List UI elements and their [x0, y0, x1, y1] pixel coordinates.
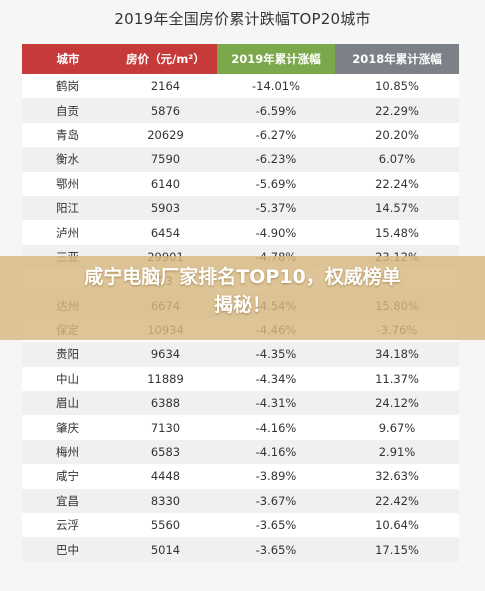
cell-change-2018: 22.29% — [335, 98, 459, 123]
cell-price: 5560 — [114, 513, 217, 538]
cell-city: 咸宁 — [22, 464, 114, 489]
cell-city: 泸州 — [22, 220, 114, 245]
cell-change-2018: 32.63% — [335, 464, 459, 489]
table-row: 肇庆 7130 -4.16% 9.67% — [22, 415, 459, 440]
cell-change-2019: -5.69% — [217, 171, 335, 196]
cell-change-2019: -4.34% — [217, 366, 335, 392]
cell-city: 中山 — [22, 366, 114, 392]
cell-city: 肇庆 — [22, 415, 114, 440]
table-row: 宜昌 8330 -3.67% 22.42% — [22, 488, 459, 514]
cell-change-2019: -3.67% — [217, 488, 335, 514]
cell-change-2019: -3.89% — [217, 464, 335, 489]
cell-change-2019: -14.01% — [217, 74, 335, 99]
cell-price: 6388 — [114, 391, 217, 416]
table-row: 鹤岗 2164 -14.01% 10.85% — [22, 74, 459, 99]
cell-city: 眉山 — [22, 391, 114, 416]
cell-city: 巴中 — [22, 537, 114, 562]
overlay-banner — [0, 256, 485, 340]
banner-line-2: 揭秘！ — [213, 294, 271, 316]
header-price: 房价（元/m²） — [114, 44, 217, 74]
cell-change-2019: -5.37% — [217, 195, 335, 221]
cell-change-2018: 11.37% — [335, 366, 459, 392]
cell-change-2018: 22.42% — [335, 488, 459, 514]
cell-price: 11889 — [114, 366, 217, 392]
table-row: 阳江 5903 -5.37% 14.57% — [22, 195, 459, 221]
table-title: 2019年全国房价累计跌幅TOP20城市 — [114, 10, 371, 28]
header-change-2019: 2019年累计涨幅 — [217, 44, 335, 74]
cell-price: 7590 — [114, 147, 217, 172]
cell-city: 阳江 — [22, 195, 114, 221]
cell-change-2018: 14.57% — [335, 195, 459, 221]
cell-change-2018: 34.18% — [335, 342, 459, 367]
cell-price: 4448 — [114, 464, 217, 489]
cell-change-2019: -6.27% — [217, 122, 335, 148]
cell-city: 贵阳 — [22, 342, 114, 367]
cell-city: 宜昌 — [22, 488, 114, 514]
cell-change-2019: -6.59% — [217, 98, 335, 123]
cell-change-2019: -3.65% — [217, 537, 335, 562]
cell-city: 梅州 — [22, 439, 114, 465]
cell-price: 5014 — [114, 537, 217, 562]
cell-city: 青岛 — [22, 122, 114, 148]
cell-change-2018: 6.07% — [335, 147, 459, 172]
cell-change-2019: -4.90% — [217, 220, 335, 245]
table-row: 鄂州 6140 -5.69% 22.24% — [22, 171, 459, 196]
table-row: 自贡 5876 -6.59% 22.29% — [22, 98, 459, 123]
cell-change-2018: 2.91% — [335, 439, 459, 465]
cell-change-2018: 17.15% — [335, 537, 459, 562]
cell-price: 6454 — [114, 220, 217, 245]
cell-change-2019: -4.16% — [217, 439, 335, 465]
cell-change-2018: 15.48% — [335, 220, 459, 245]
table-row: 泸州 6454 -4.90% 15.48% — [22, 220, 459, 245]
cell-change-2018: 24.12% — [335, 391, 459, 416]
table-row: 青岛 20629 -6.27% 20.20% — [22, 122, 459, 148]
cell-price: 5903 — [114, 195, 217, 221]
table-row: 咸宁 4448 -3.89% 32.63% — [22, 464, 459, 489]
cell-change-2019: -4.16% — [217, 415, 335, 440]
cell-price: 6583 — [114, 439, 217, 465]
cell-price: 9634 — [114, 342, 217, 367]
cell-price: 2164 — [114, 74, 217, 99]
cell-city: 云浮 — [22, 513, 114, 538]
cell-price: 5876 — [114, 98, 217, 123]
cell-change-2019: -4.35% — [217, 342, 335, 367]
cell-price: 6140 — [114, 171, 217, 196]
header-change-2018: 2018年累计涨幅 — [335, 44, 459, 74]
cell-price: 20629 — [114, 122, 217, 148]
cell-change-2018: 10.85% — [335, 74, 459, 99]
cell-city: 衡水 — [22, 147, 114, 172]
table-row: 眉山 6388 -4.31% 24.12% — [22, 391, 459, 416]
cell-change-2019: -4.31% — [217, 391, 335, 416]
cell-change-2018: 22.24% — [335, 171, 459, 196]
table-row: 贵阳 9634 -4.35% 34.18% — [22, 342, 459, 367]
cell-city: 自贡 — [22, 98, 114, 123]
cell-city: 鹤岗 — [22, 74, 114, 99]
table-row: 巴中 5014 -3.65% 17.15% — [22, 537, 459, 562]
table-row: 中山 11889 -4.34% 11.37% — [22, 366, 459, 392]
banner-line-1: 咸宁电脑厂家排名TOP10，权威榜单 — [84, 266, 401, 288]
cell-change-2018: 20.20% — [335, 122, 459, 148]
cell-change-2019: -6.23% — [217, 147, 335, 172]
cell-change-2019: -3.65% — [217, 513, 335, 538]
table-row: 云浮 5560 -3.65% 10.64% — [22, 513, 459, 538]
cell-price: 7130 — [114, 415, 217, 440]
table-row: 衡水 7590 -6.23% 6.07% — [22, 147, 459, 172]
cell-price: 8330 — [114, 488, 217, 514]
header-city: 城市 — [22, 44, 114, 74]
cell-change-2018: 10.64% — [335, 513, 459, 538]
cell-change-2018: 9.67% — [335, 415, 459, 440]
banner-text: 咸宁电脑厂家排名TOP10，权威榜单 揭秘！ — [20, 263, 465, 319]
table-header-row: 城市 房价（元/m²） 2019年累计涨幅 2018年累计涨幅 — [22, 44, 459, 74]
cell-city: 鄂州 — [22, 171, 114, 196]
table-row: 梅州 6583 -4.16% 2.91% — [22, 439, 459, 465]
